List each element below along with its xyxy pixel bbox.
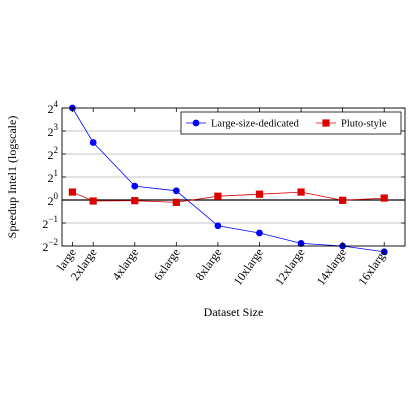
y-tick-label: 24 <box>48 99 59 116</box>
legend-marker-pluto-style <box>322 119 330 127</box>
x-tick-label: 10xlarge <box>231 246 266 288</box>
data-point <box>214 192 222 200</box>
y-tick-exponent: 2 <box>54 145 59 155</box>
y-tick-label: 2−1 <box>42 214 58 231</box>
data-point <box>172 198 180 207</box>
data-point <box>256 229 263 237</box>
data-point <box>339 196 347 204</box>
y-tick-exponent: 4 <box>54 99 59 109</box>
x-tick-label: 12xlarge <box>272 246 307 288</box>
y-tick-label: 22 <box>48 145 59 162</box>
y-tick-label: 21 <box>48 168 59 185</box>
x-tick-label: 6xlarge <box>151 246 183 283</box>
legend-label-large-size-dedicated: Large-size-dedicated <box>211 119 300 130</box>
y-tick-base: 2 <box>48 125 54 139</box>
data-point <box>131 197 139 205</box>
y-tick-label: 20 <box>48 191 59 208</box>
data-point <box>172 187 180 195</box>
data-point <box>68 188 76 196</box>
x-tick-label: 4xlarge <box>109 246 141 283</box>
data-point <box>214 222 222 230</box>
data-point <box>89 139 97 146</box>
y-tick-base: 2 <box>48 194 54 208</box>
data-point <box>297 188 305 196</box>
y-tick-base: 2 <box>48 171 54 185</box>
y-axis-title: Speedup Intel1 (logscale) <box>5 116 19 239</box>
x-axis-title: Dataset Size <box>204 305 264 319</box>
y-tick-base: 2 <box>42 240 48 254</box>
x-tick-label: 14xlarge <box>314 246 349 288</box>
y-tick-label: 23 <box>48 122 59 139</box>
y-tick-exponent: −1 <box>48 214 58 224</box>
y-tick-base: 2 <box>48 102 54 116</box>
y-tick-base: 2 <box>48 148 54 162</box>
y-tick-exponent: −2 <box>48 237 58 247</box>
data-point <box>255 190 264 198</box>
x-tick-label: 8xlarge <box>192 246 224 283</box>
data-point <box>89 197 97 205</box>
y-tick-label: 2−2 <box>42 237 58 254</box>
legend-box <box>180 111 402 135</box>
legend-marker-large-size-dedicated <box>192 119 200 127</box>
legend: Large-size-dedicated Pluto-style <box>180 111 402 135</box>
y-tick-exponent: 0 <box>54 191 59 201</box>
data-point <box>380 248 388 256</box>
y-tick-base: 2 <box>42 217 48 231</box>
x-tick-label: 16xlarge <box>355 246 390 288</box>
y-tick-exponent: 1 <box>54 168 59 178</box>
series-layer <box>68 104 388 256</box>
legend-label-pluto-style: Pluto-style <box>341 119 387 130</box>
data-point <box>380 194 388 202</box>
series-line-pluto-style <box>72 191 385 203</box>
data-point <box>131 182 139 190</box>
y-tick-exponent: 3 <box>54 122 59 132</box>
